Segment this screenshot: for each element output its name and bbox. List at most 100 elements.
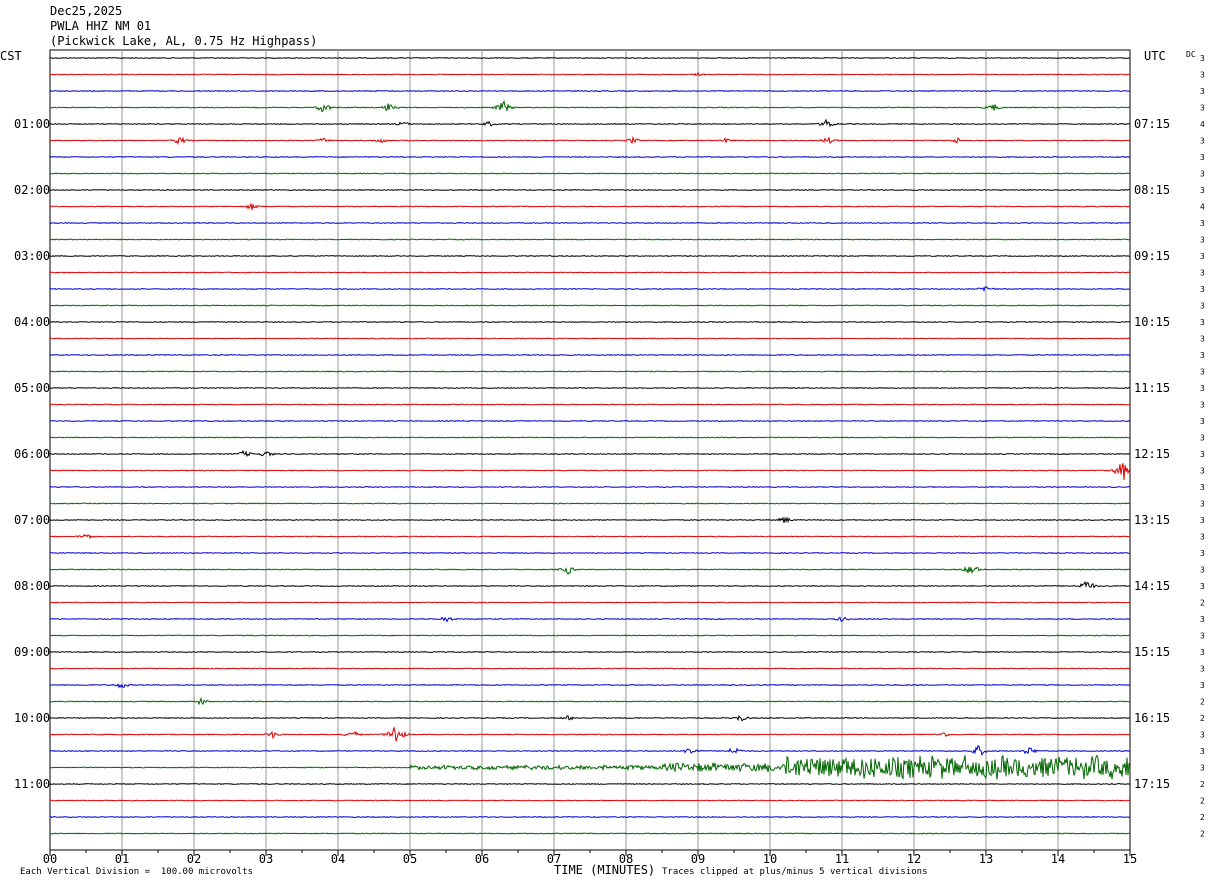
plot-frame (49, 49, 1131, 851)
seismic-trace (49, 71, 1131, 77)
right-timezone-label: UTC (1144, 49, 1166, 63)
x-tick-label: 04 (331, 852, 345, 866)
dc-value: 3 (1200, 219, 1205, 228)
seismic-trace (49, 370, 1131, 373)
dc-value: 3 (1200, 318, 1205, 327)
x-tick-label: 14 (1051, 852, 1065, 866)
seismic-trace (49, 286, 1131, 293)
seismic-trace (49, 188, 1130, 192)
right-hour-label: 09:15 (1134, 249, 1170, 263)
seismic-trace (49, 436, 1131, 439)
seismic-trace (50, 254, 1131, 258)
dc-value: 3 (1200, 483, 1205, 492)
dc-value: 3 (1200, 186, 1205, 195)
x-tick-label: 08 (619, 852, 633, 866)
dc-value: 2 (1200, 780, 1205, 789)
x-tick-label: 11 (835, 852, 849, 866)
right-hour-label: 16:15 (1134, 711, 1170, 725)
seismic-trace (49, 533, 1131, 540)
chart-location: (Pickwick Lake, AL, 0.75 Hz Highpass) (50, 34, 318, 48)
left-hour-label: 11:00 (14, 777, 50, 791)
dc-value: 3 (1200, 104, 1205, 113)
dc-value: 3 (1200, 764, 1205, 773)
seismic-trace (49, 650, 1131, 654)
dc-value: 3 (1200, 335, 1205, 344)
seismic-trace (49, 304, 1131, 307)
dc-value: 3 (1200, 731, 1205, 740)
seismic-trace (49, 320, 1131, 324)
seismic-trace (49, 832, 1131, 835)
dc-value: 3 (1200, 236, 1205, 245)
dc-value: 3 (1200, 87, 1205, 96)
dc-value: 3 (1200, 549, 1205, 558)
seismic-trace (49, 683, 1131, 689)
dc-value: 3 (1200, 269, 1205, 278)
x-tick-label: 12 (907, 852, 921, 866)
dc-value: 3 (1200, 615, 1205, 624)
dc-value: 3 (1200, 467, 1205, 476)
seismic-trace (49, 89, 1130, 93)
right-hour-label: 08:15 (1134, 183, 1170, 197)
x-tick-label: 07 (547, 852, 561, 866)
seismic-trace (49, 118, 1131, 128)
dc-value: 3 (1200, 302, 1205, 311)
seismic-trace (49, 172, 1131, 175)
seismic-trace (49, 155, 1131, 159)
seismic-trace (49, 601, 1131, 604)
x-tick-label: 02 (187, 852, 201, 866)
chart-station: PWLA HHZ NM 01 (50, 19, 152, 33)
seismic-trace (49, 667, 1131, 670)
chart-date: Dec25,2025 (50, 4, 123, 18)
dc-value: 3 (1200, 170, 1205, 179)
dc-value: 3 (1200, 450, 1205, 459)
dc-value: 3 (1200, 351, 1205, 360)
x-tick-label: 05 (403, 852, 417, 866)
dc-header-label: DC (1186, 50, 1196, 59)
left-hour-label: 03:00 (14, 249, 50, 263)
left-timezone-label: CST (0, 49, 22, 63)
right-hour-label: 17:15 (1134, 777, 1170, 791)
left-hour-label: 05:00 (14, 381, 50, 395)
seismic-trace (49, 634, 1131, 637)
seismic-trace (49, 502, 1131, 505)
left-hour-label: 10:00 (14, 711, 50, 725)
x-tick-label: 13 (979, 852, 993, 866)
seismic-trace (49, 754, 1131, 781)
dc-value: 3 (1200, 153, 1205, 162)
seismic-trace (49, 551, 1130, 555)
seismic-trace (50, 580, 1131, 589)
dc-value: 3 (1200, 516, 1205, 525)
x-tick-label: 01 (115, 852, 129, 866)
right-hour-label: 07:15 (1134, 117, 1170, 131)
seismic-trace (49, 485, 1131, 489)
clip-note: Traces clipped at plus/minus 5 vertical … (662, 867, 928, 877)
x-tick-label: 15 (1123, 852, 1137, 866)
seismic-trace (49, 337, 1131, 340)
dc-value: 2 (1200, 698, 1205, 707)
seismic-trace (49, 744, 1130, 757)
left-hour-label: 08:00 (14, 579, 50, 593)
seismic-trace (49, 135, 1131, 146)
dc-value: 3 (1200, 648, 1205, 657)
seismic-trace (49, 238, 1131, 241)
left-hour-label: 06:00 (14, 447, 50, 461)
seismic-trace (50, 516, 1131, 524)
dc-value: 3 (1200, 434, 1205, 443)
seismic-trace (49, 565, 1131, 575)
x-tick-label: 06 (475, 852, 489, 866)
seismic-trace (49, 697, 1131, 706)
dc-value: 3 (1200, 368, 1205, 377)
dc-value: 3 (1200, 285, 1205, 294)
dc-value: 2 (1200, 813, 1205, 822)
x-axis-label: TIME (MINUTES) (554, 863, 656, 877)
seismic-trace (49, 449, 1131, 458)
seismic-trace (49, 782, 1131, 786)
dc-value: 2 (1200, 797, 1205, 806)
dc-value: 3 (1200, 252, 1205, 261)
seismic-trace (49, 799, 1131, 802)
seismic-trace (49, 403, 1131, 406)
dc-value: 3 (1200, 582, 1205, 591)
right-hour-label: 10:15 (1134, 315, 1170, 329)
seismic-trace (49, 271, 1131, 274)
dc-value: 2 (1200, 599, 1205, 608)
